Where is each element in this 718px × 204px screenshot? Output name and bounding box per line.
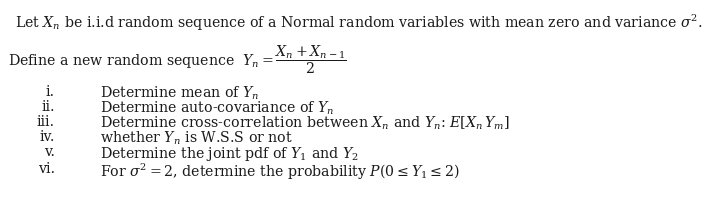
Text: iii.: iii. [37,114,55,128]
Text: For $\sigma^2 = 2$, determine the probability $P(0 \leq Y_1 \leq 2)$: For $\sigma^2 = 2$, determine the probab… [100,161,460,181]
Text: Let $X_n$ be i.i.d random sequence of a Normal random variables with mean zero a: Let $X_n$ be i.i.d random sequence of a … [15,13,703,33]
Text: iv.: iv. [39,129,55,143]
Text: Define a new random sequence  $Y_n = \dfrac{X_n + X_{n-1}}{2}$: Define a new random sequence $Y_n = \dfr… [8,43,347,75]
Text: whether $Y_n$ is W.S.S or not: whether $Y_n$ is W.S.S or not [100,129,293,147]
Text: Determine auto-covariance of $Y_n$: Determine auto-covariance of $Y_n$ [100,100,335,117]
Text: v.: v. [44,144,55,158]
Text: Determine cross-correlation between $X_n$ and $Y_n$: $E[X_n\, Y_m]$: Determine cross-correlation between $X_n… [100,114,510,132]
Text: Determine the joint pdf of $Y_1$ and $Y_2$: Determine the joint pdf of $Y_1$ and $Y_… [100,144,359,162]
Text: vi.: vi. [38,161,55,175]
Text: Determine mean of $Y_n$: Determine mean of $Y_n$ [100,85,259,102]
Text: ii.: ii. [42,100,55,113]
Text: i.: i. [46,85,55,99]
